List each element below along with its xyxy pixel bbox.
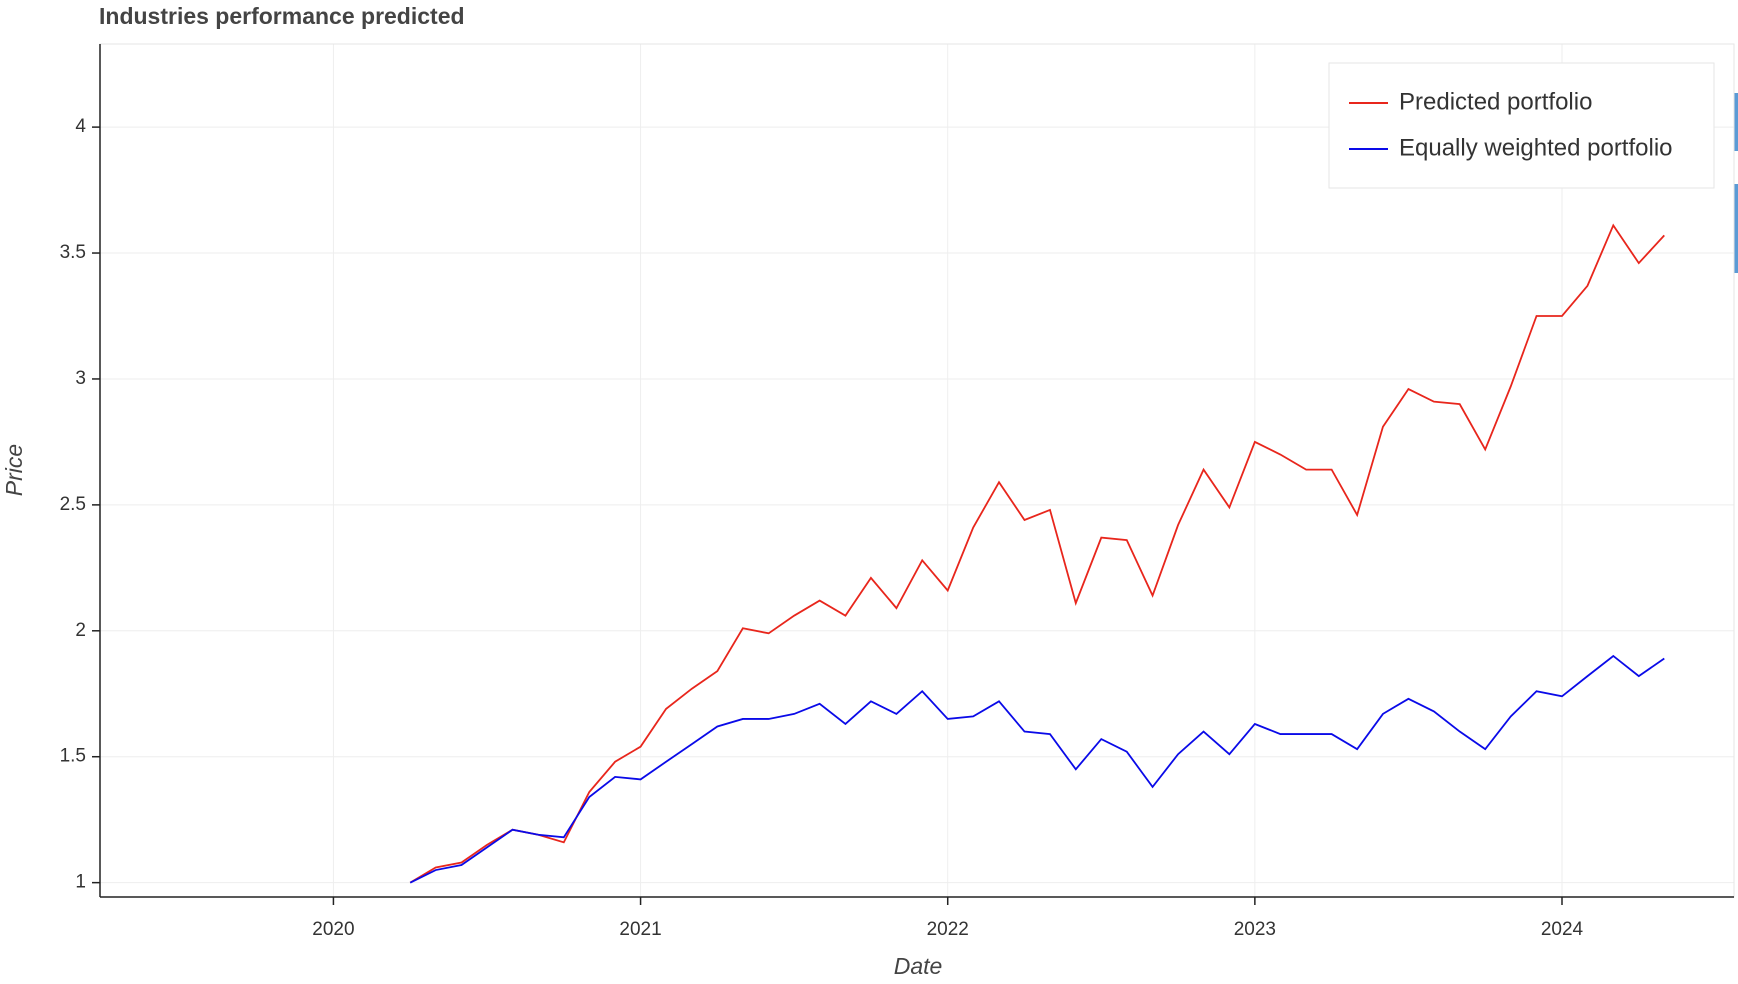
series-line xyxy=(409,223,1665,884)
x-tick-label: 2022 xyxy=(927,919,969,940)
y-tick-label: 3.5 xyxy=(60,242,86,263)
x-tick-label: 2021 xyxy=(619,919,661,940)
legend-label: Predicted portfolio xyxy=(1399,88,1592,115)
x-tick-label: 2020 xyxy=(312,919,354,940)
side-marker xyxy=(1734,184,1738,273)
legend-label: Equally weighted portfolio xyxy=(1399,134,1673,161)
x-axis-label: Date xyxy=(894,953,943,979)
x-tick-label: 2023 xyxy=(1234,919,1276,940)
y-tick-label: 1 xyxy=(75,872,86,893)
y-axis-label: Price xyxy=(1,444,27,496)
y-tick-label: 3 xyxy=(75,368,86,389)
x-tick-label: 2024 xyxy=(1541,919,1584,940)
y-tick-label: 4 xyxy=(75,116,86,137)
chart-title: Industries performance predicted xyxy=(99,3,465,29)
y-tick-label: 2.5 xyxy=(60,494,86,515)
y-tick-label: 1.5 xyxy=(60,746,86,767)
side-marker xyxy=(1734,93,1738,151)
legend-box xyxy=(1328,62,1715,189)
y-tick-label: 2 xyxy=(75,620,86,641)
series-line xyxy=(409,654,1665,884)
